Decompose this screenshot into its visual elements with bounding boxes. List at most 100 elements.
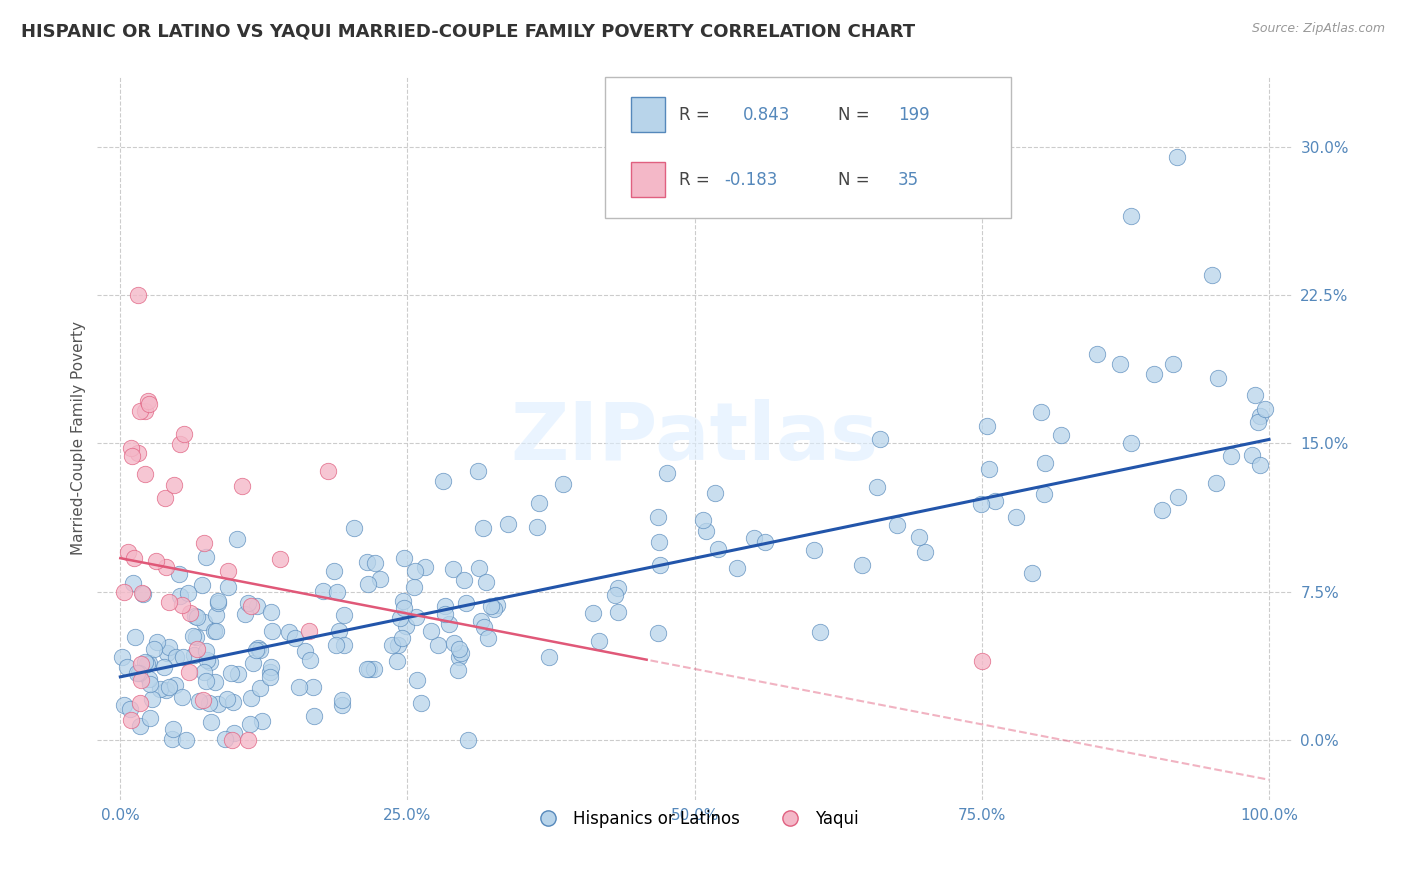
Point xyxy=(252,714,274,729)
Point xyxy=(177,665,200,679)
Point xyxy=(908,530,931,544)
Point xyxy=(156,646,179,660)
Text: HISPANIC OR LATINO VS YAQUI MARRIED-COUPLE FAMILY POVERTY CORRELATION CHART: HISPANIC OR LATINO VS YAQUI MARRIED-COUP… xyxy=(21,22,915,40)
Point xyxy=(1166,150,1188,164)
Point xyxy=(141,691,163,706)
Point xyxy=(808,625,831,640)
Point xyxy=(198,696,221,710)
Point xyxy=(695,524,717,538)
Point xyxy=(330,693,353,707)
Point xyxy=(482,601,505,615)
Point xyxy=(707,541,730,556)
Point xyxy=(441,562,464,576)
Point xyxy=(145,554,167,568)
Point xyxy=(914,545,936,559)
Point xyxy=(657,466,679,480)
Point xyxy=(381,638,404,652)
Point xyxy=(111,649,134,664)
Point xyxy=(477,632,499,646)
Point xyxy=(447,649,470,664)
Point xyxy=(603,588,626,602)
Point xyxy=(239,690,262,705)
Point xyxy=(233,607,256,621)
Point xyxy=(433,607,456,621)
Legend: Hispanics or Latinos, Yaqui: Hispanics or Latinos, Yaqui xyxy=(524,803,865,835)
Point xyxy=(976,418,998,433)
Point xyxy=(177,586,200,600)
Point xyxy=(450,646,472,660)
Point xyxy=(356,662,378,676)
Point xyxy=(153,660,176,674)
Point xyxy=(647,626,669,640)
Point xyxy=(1201,268,1223,283)
Point xyxy=(1219,449,1241,463)
Point xyxy=(529,496,551,510)
Point xyxy=(193,665,215,679)
Point xyxy=(174,733,197,747)
Point xyxy=(179,607,201,621)
Point xyxy=(496,517,519,532)
Point xyxy=(200,714,222,729)
Point xyxy=(112,698,135,713)
Point xyxy=(426,638,449,652)
Text: 0.843: 0.843 xyxy=(742,106,790,124)
Point xyxy=(260,660,283,674)
Point xyxy=(207,697,229,711)
Point xyxy=(138,397,160,411)
Point xyxy=(172,690,194,704)
Text: 35: 35 xyxy=(898,171,920,189)
Point xyxy=(134,655,156,669)
Point xyxy=(368,572,391,586)
Point xyxy=(330,698,353,712)
Point xyxy=(217,564,239,578)
Point xyxy=(692,513,714,527)
Point xyxy=(128,665,150,680)
Point xyxy=(169,589,191,603)
Point xyxy=(163,478,186,492)
Point xyxy=(120,714,142,728)
Point xyxy=(449,642,471,657)
Point xyxy=(453,573,475,587)
Point xyxy=(259,665,281,679)
Point xyxy=(744,531,766,545)
Point xyxy=(342,521,364,535)
Point xyxy=(193,615,215,630)
Point xyxy=(157,595,180,609)
Point xyxy=(129,719,152,733)
Point xyxy=(169,437,191,451)
Point xyxy=(402,580,425,594)
Point xyxy=(217,691,239,706)
Point xyxy=(325,638,347,652)
Point xyxy=(181,629,204,643)
Point xyxy=(385,654,408,668)
Point xyxy=(128,696,150,710)
Point xyxy=(866,480,889,494)
Point xyxy=(162,723,184,737)
Point xyxy=(221,733,243,747)
Point xyxy=(754,535,776,549)
Text: R =: R = xyxy=(679,171,710,189)
Point xyxy=(1249,458,1271,473)
Point xyxy=(1253,402,1275,417)
Text: Source: ZipAtlas.com: Source: ZipAtlas.com xyxy=(1251,22,1385,36)
Point xyxy=(479,599,502,613)
Point xyxy=(194,673,217,688)
Point xyxy=(316,464,339,478)
Point xyxy=(222,695,245,709)
Point xyxy=(129,404,152,418)
Point xyxy=(328,624,350,638)
Point xyxy=(647,510,669,524)
FancyBboxPatch shape xyxy=(631,97,665,132)
Point xyxy=(172,649,194,664)
FancyBboxPatch shape xyxy=(605,78,1011,219)
Point xyxy=(1021,566,1043,580)
Point xyxy=(1050,428,1073,442)
Point xyxy=(298,624,321,638)
Point xyxy=(404,564,426,578)
Point xyxy=(142,642,165,657)
Point xyxy=(249,681,271,695)
Point xyxy=(312,584,335,599)
Point xyxy=(588,633,610,648)
Point xyxy=(474,574,496,589)
Point xyxy=(169,566,191,581)
